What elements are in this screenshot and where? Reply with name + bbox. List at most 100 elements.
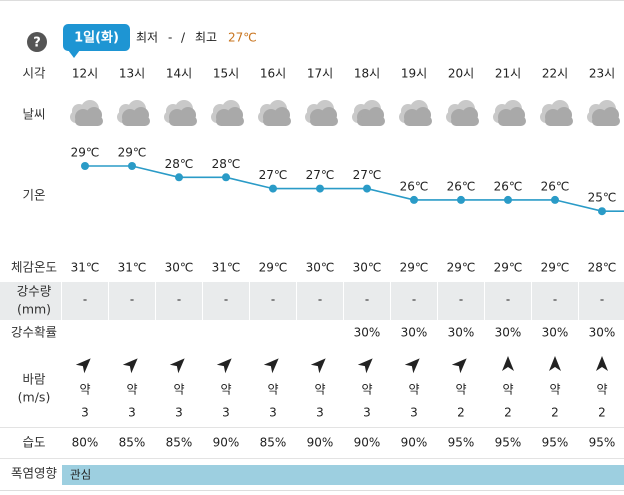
wind-strength: 약 — [173, 382, 184, 397]
row-label: 습도 — [22, 435, 45, 450]
day-tab-pointer — [68, 50, 80, 58]
max-label: 최고 — [195, 31, 217, 45]
feels-like: 29℃ — [494, 261, 523, 275]
hour: 13시 — [119, 67, 145, 81]
weather-icon — [164, 100, 197, 126]
temperature-dot — [598, 207, 606, 216]
feels-like: 29℃ — [259, 261, 288, 275]
wind-strength: 약 — [126, 382, 137, 397]
wind-speed: 2 — [598, 406, 606, 420]
bottom-border — [0, 490, 624, 491]
temperature-label: 26℃ — [400, 179, 429, 193]
humidity: 90% — [307, 436, 334, 450]
temperature-label: 26℃ — [447, 179, 476, 193]
precip-band — [0, 282, 624, 320]
feels-like: 29℃ — [541, 261, 570, 275]
humidity: 80% — [72, 436, 99, 450]
top-border — [0, 0, 624, 1]
temperature-label: 28℃ — [165, 157, 194, 171]
precipitation: - — [506, 293, 510, 307]
precipitation: - — [459, 293, 463, 307]
help-text: ? — [33, 36, 41, 51]
row-label: 폭염영향 — [11, 466, 58, 481]
wind-speed: 2 — [551, 406, 559, 420]
humidity: 90% — [354, 436, 381, 450]
humidity: 85% — [166, 436, 193, 450]
wind-strength: 약 — [502, 382, 513, 397]
precipitation: - — [412, 293, 416, 307]
wind-strength: 약 — [408, 382, 419, 397]
hour: 20시 — [448, 67, 474, 81]
divider — [0, 458, 624, 459]
wind-arrow — [502, 356, 514, 371]
weather-icon — [211, 100, 244, 126]
humidity: 90% — [401, 436, 428, 450]
row-label: (mm) — [17, 302, 51, 317]
hour: 15시 — [213, 67, 239, 81]
temperature-label: 29℃ — [71, 146, 100, 160]
wind-speed: 3 — [363, 406, 371, 420]
precip-prob: 30% — [589, 326, 616, 340]
wind-arrow — [549, 356, 561, 371]
precipitation: - — [177, 293, 181, 307]
feels-like: 29℃ — [447, 261, 476, 275]
wind-speed: 3 — [316, 406, 324, 420]
temperature-dot — [222, 173, 230, 182]
precipitation: - — [271, 293, 275, 307]
humidity: 95% — [589, 436, 616, 450]
row-label: (m/s) — [18, 390, 51, 405]
wind-speed: 3 — [410, 406, 418, 420]
wind-speed: 3 — [81, 406, 89, 420]
precipitation: - — [365, 293, 369, 307]
wind-speed: 2 — [504, 406, 512, 420]
weather-icon — [399, 100, 432, 126]
wind-arrow — [75, 354, 95, 374]
temperature-label: 27℃ — [306, 168, 335, 182]
wind-arrow — [451, 354, 471, 374]
temperature-label: 26℃ — [541, 179, 570, 193]
hour: 23시 — [589, 67, 615, 81]
hour: 12시 — [72, 67, 98, 81]
wind-speed: 3 — [175, 406, 183, 420]
feels-like: 31℃ — [118, 261, 147, 275]
min-value: - — [168, 31, 172, 45]
row-label: 시각 — [22, 66, 46, 81]
day-tab[interactable] — [63, 24, 130, 51]
weather-icon — [587, 100, 620, 126]
temperature-label: 27℃ — [259, 168, 288, 182]
hour: 21시 — [495, 67, 521, 81]
precip-prob: 30% — [448, 326, 475, 340]
temperature-dot — [316, 184, 324, 193]
humidity: 95% — [542, 436, 569, 450]
feels-like: 29℃ — [400, 261, 429, 275]
heat-bar — [62, 465, 624, 485]
wind-strength: 약 — [267, 382, 278, 397]
help-icon[interactable] — [27, 32, 47, 52]
feels-like: 31℃ — [212, 261, 241, 275]
row-label: 바람 — [22, 372, 46, 387]
wind-arrow — [357, 354, 377, 374]
feels-like: 30℃ — [165, 261, 194, 275]
temperature-dot — [457, 195, 465, 204]
row-label: 날씨 — [22, 107, 45, 122]
weather-icon — [258, 100, 291, 126]
temperature-dot — [410, 195, 418, 204]
temperature-dot — [128, 162, 136, 170]
weather-icon — [117, 100, 150, 126]
wind-strength: 약 — [361, 382, 372, 397]
precipitation: - — [600, 293, 604, 307]
precip-prob: 30% — [542, 326, 569, 340]
wind-arrow — [596, 356, 608, 371]
precipitation: - — [130, 293, 134, 307]
humidity: 95% — [495, 436, 522, 450]
precip-prob: 30% — [495, 326, 522, 340]
feels-like: 31℃ — [71, 261, 100, 275]
temperature-label: 26℃ — [494, 179, 523, 193]
weather-icon — [540, 100, 573, 126]
wind-speed: 3 — [222, 406, 230, 420]
temperature-label: 28℃ — [212, 157, 241, 171]
precip-prob: 30% — [401, 326, 428, 340]
wind-strength: 약 — [596, 382, 607, 397]
precipitation: - — [318, 293, 322, 307]
feels-like: 30℃ — [306, 261, 335, 275]
